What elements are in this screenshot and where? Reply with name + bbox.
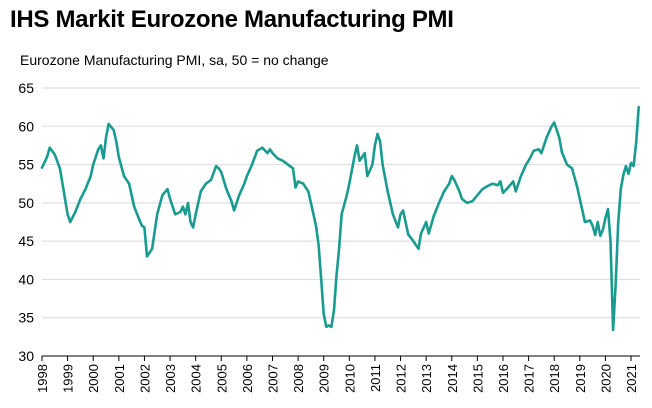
x-tick-label: 2019 [573, 364, 588, 393]
x-tick-label: 2002 [137, 364, 152, 393]
y-tick-label: 55 [18, 157, 34, 173]
y-tick-label: 65 [18, 80, 34, 96]
x-tick-label: 1998 [35, 364, 50, 393]
y-tick-label: 45 [18, 233, 34, 249]
x-tick-label: 2018 [547, 364, 562, 393]
x-tick-label: 2009 [317, 364, 332, 393]
x-tick-label: 2006 [240, 364, 255, 393]
y-tick-label: 50 [18, 195, 34, 211]
y-tick-label: 30 [18, 348, 34, 364]
x-tick-label: 2010 [342, 364, 357, 393]
chart-title: IHS Markit Eurozone Manufacturing PMI [10, 6, 454, 33]
x-tick-label: 2013 [419, 364, 434, 393]
x-tick-label: 2012 [394, 364, 409, 393]
x-tick-label: 2000 [86, 364, 101, 393]
x-tick-label: 2020 [598, 364, 613, 393]
x-tick-label: 2016 [496, 364, 511, 393]
series-layer [40, 105, 640, 332]
x-tick-label: 2004 [189, 364, 204, 393]
x-tick-label: 2014 [445, 364, 460, 393]
x-tick-label: 2015 [470, 364, 485, 393]
series-line-0 [40, 105, 640, 332]
y-tick-label: 40 [18, 271, 34, 287]
x-tick-label: 2017 [522, 364, 537, 393]
x-axis: 1998 1999 2000 2001 2002 2003 2004 2005 2006 2007… [35, 355, 640, 393]
y-axis-ticks: 30 35 40 45 50 55 60 65 [18, 80, 34, 364]
x-tick-label: 2011 [368, 364, 383, 392]
x-tick-label: 2001 [112, 364, 127, 393]
x-tick-label: 2007 [265, 364, 280, 393]
x-tick-label: 1999 [61, 364, 76, 393]
x-tick-label: 2021 [624, 364, 639, 393]
x-tick-label: 2005 [214, 364, 229, 393]
gridlines [42, 87, 640, 319]
y-tick-label: 60 [18, 118, 34, 134]
x-tick-label: 2003 [163, 364, 178, 393]
chart-subtitle: Eurozone Manufacturing PMI, sa, 50 = no … [20, 52, 329, 68]
x-tick-label: 2008 [291, 364, 306, 393]
y-tick-label: 35 [18, 310, 34, 326]
